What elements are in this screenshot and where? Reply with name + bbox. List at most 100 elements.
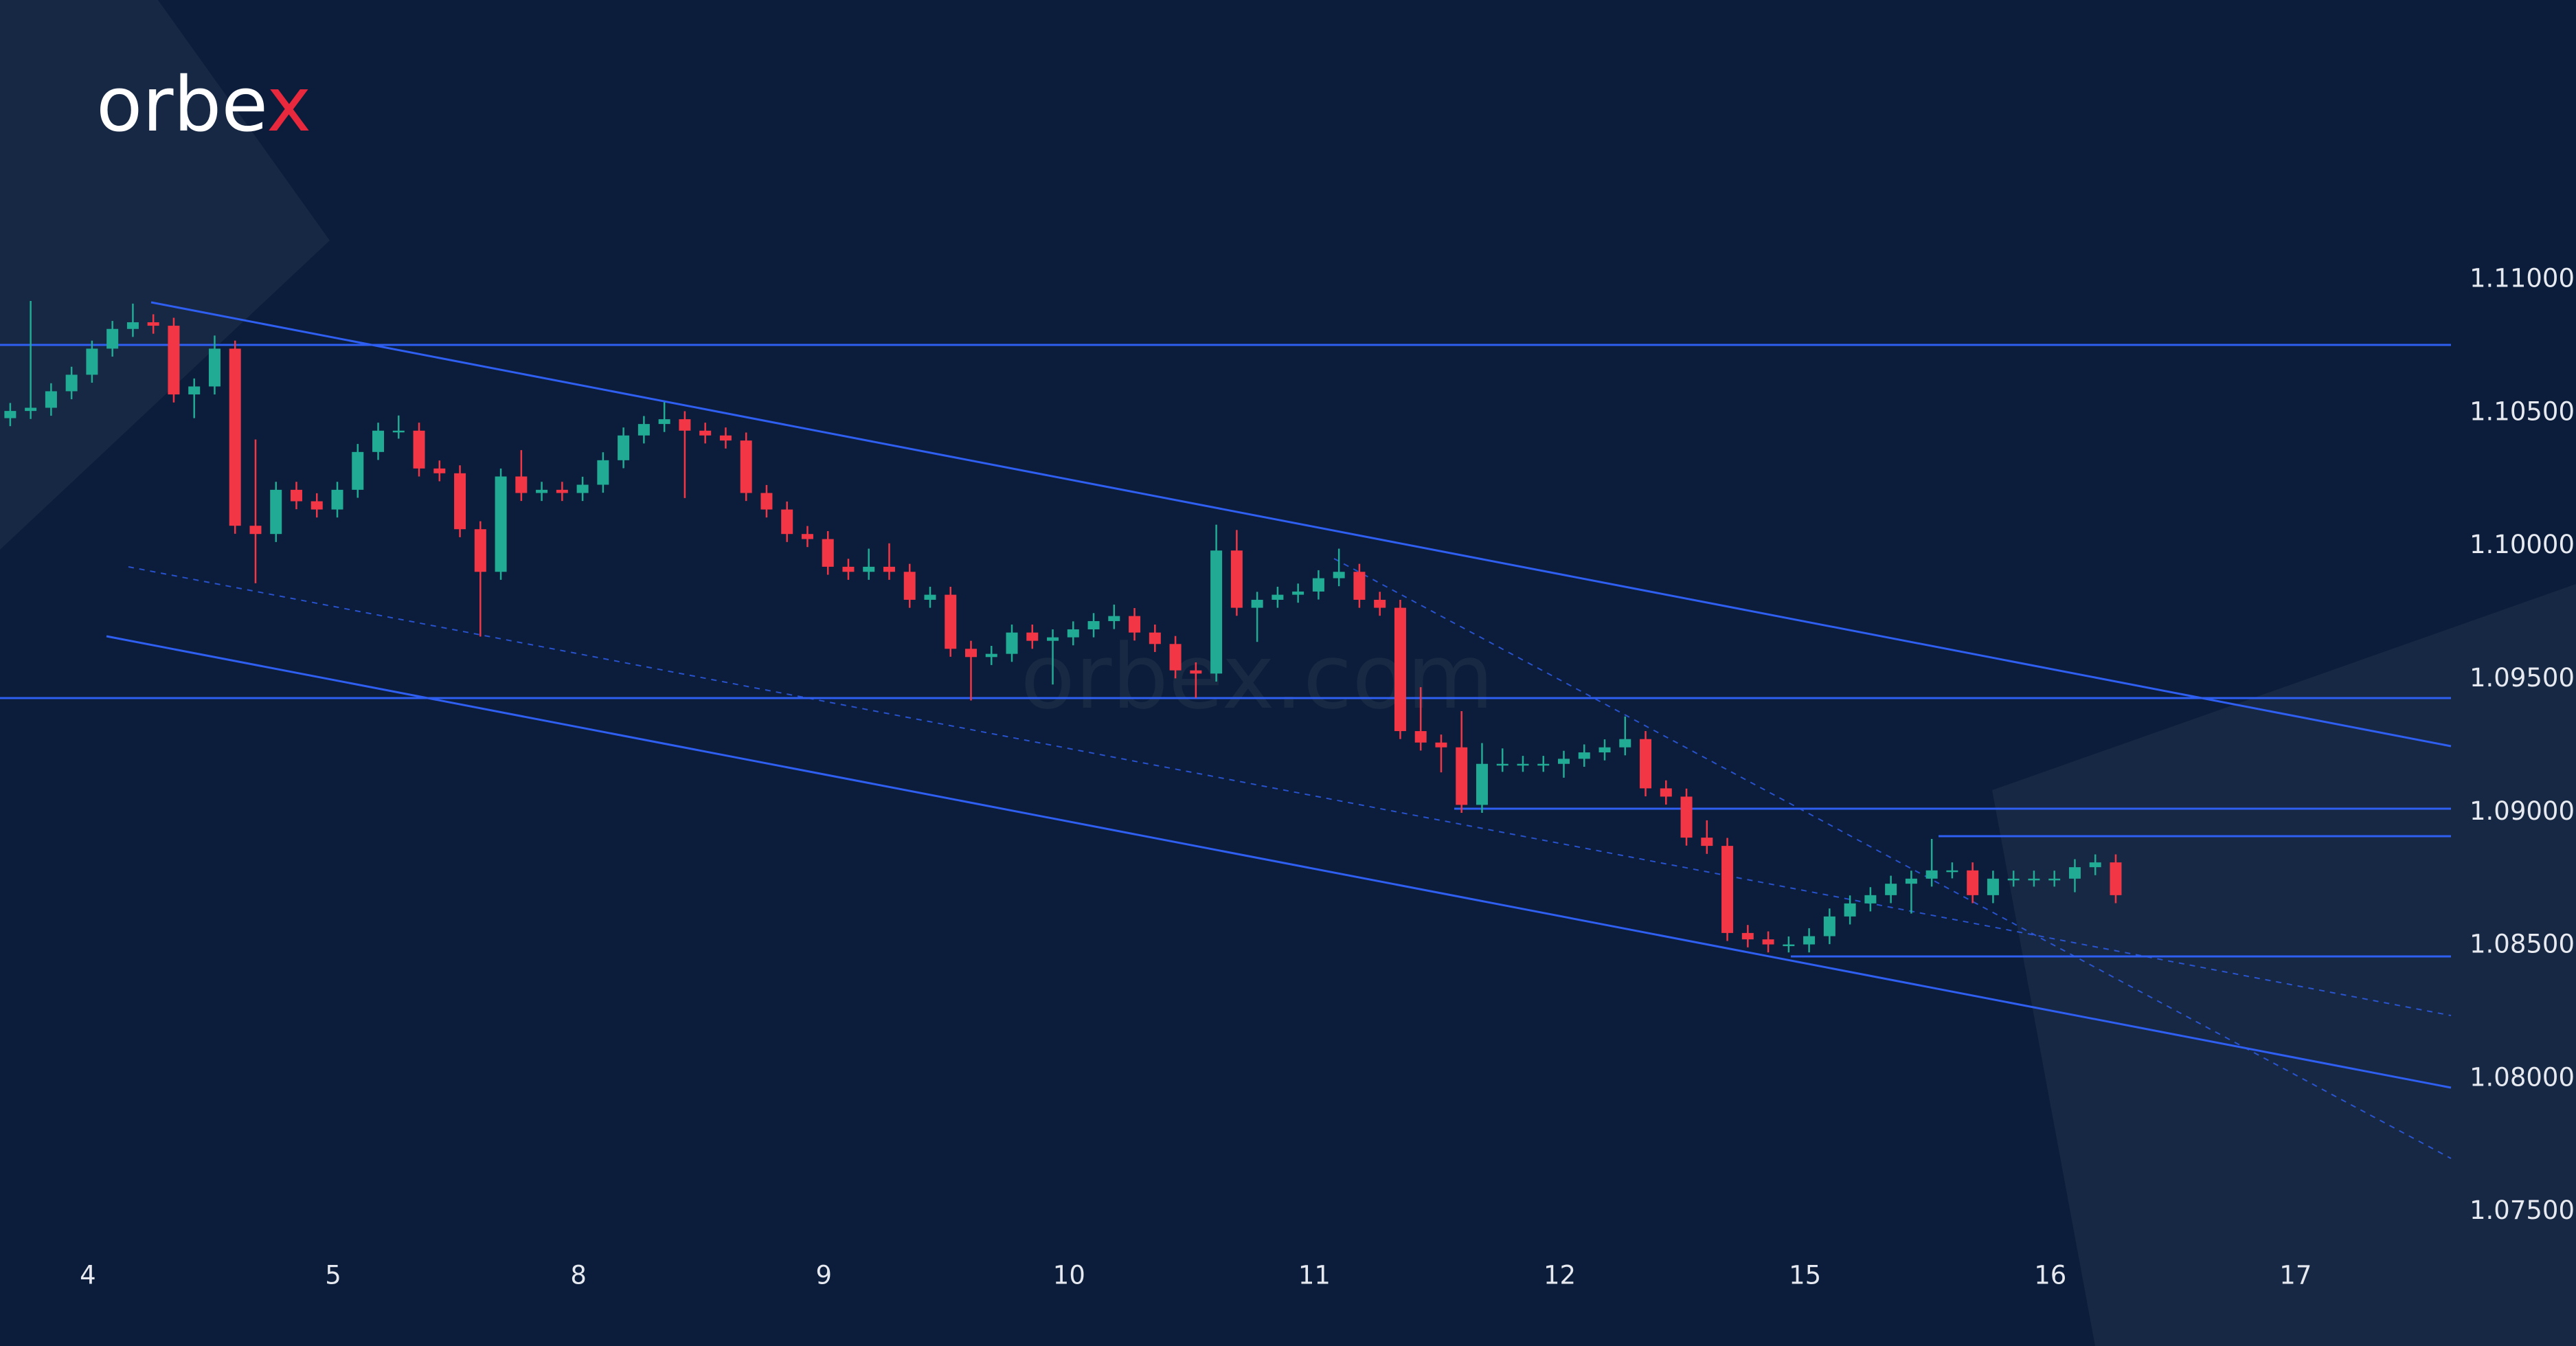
candle-body	[65, 374, 78, 392]
candle-body	[1435, 742, 1447, 748]
candle-body	[1087, 620, 1100, 629]
x-tick-label: 12	[1544, 1261, 1576, 1290]
y-tick-label: 1.10500	[2470, 396, 2575, 426]
candle-body	[4, 411, 16, 418]
candle-body	[208, 348, 221, 387]
y-tick-label: 1.08500	[2470, 930, 2575, 959]
x-tick-label: 9	[815, 1261, 832, 1290]
candle-body	[515, 476, 528, 493]
candle-body	[1108, 616, 1120, 621]
candle-body	[290, 489, 302, 502]
candle-body	[2110, 862, 2122, 895]
candle-body	[1394, 607, 1406, 732]
candle-body	[270, 489, 282, 535]
candle-body	[1844, 903, 1856, 917]
candle-body	[801, 534, 813, 539]
candle-body	[863, 566, 875, 572]
candle-body	[2048, 878, 2061, 881]
logo-accent: x	[267, 60, 311, 148]
candle-body	[1292, 591, 1304, 595]
channel-mid	[128, 566, 2452, 1016]
candle-body	[883, 566, 895, 572]
candle-body	[637, 424, 650, 436]
candle-body	[2068, 867, 2081, 879]
candle-body	[1905, 878, 1917, 884]
candle-body	[1578, 752, 1590, 759]
candle-body	[1803, 936, 1816, 945]
watermark: orbex.com	[1020, 625, 1493, 729]
candle-body	[679, 419, 691, 431]
candle-body	[1251, 599, 1263, 608]
y-tick-label: 1.09500	[2470, 663, 2575, 693]
candle-body	[1721, 846, 1734, 933]
candle-body	[1272, 594, 1284, 600]
candle-body	[1210, 550, 1223, 674]
candle-body	[1557, 759, 1570, 764]
candle-body	[1967, 870, 1979, 895]
candle-body	[1006, 632, 1018, 654]
candle-body	[1598, 747, 1611, 753]
candle-body	[536, 489, 548, 493]
candle-body	[1741, 932, 1754, 940]
x-tick-label: 15	[1789, 1261, 1821, 1290]
candle-body	[1047, 637, 1059, 641]
candle-body	[1312, 578, 1324, 592]
candle-body	[249, 526, 262, 535]
y-tick-label: 1.07500	[2470, 1196, 2575, 1225]
candle-body	[413, 430, 425, 469]
candle-body	[1885, 884, 1897, 895]
candle-body	[760, 493, 773, 510]
candle-body	[1640, 739, 1652, 789]
candle-body	[106, 328, 119, 349]
candle-body	[576, 484, 589, 493]
x-tick-label: 10	[1053, 1261, 1085, 1290]
candle-body	[454, 473, 466, 530]
candle-body	[2089, 862, 2101, 868]
candle-body	[433, 468, 446, 473]
candle-body	[842, 566, 855, 572]
candle-body	[1701, 838, 1713, 846]
candle-body	[556, 489, 568, 493]
candle-body	[86, 348, 98, 375]
candle-body	[168, 326, 180, 395]
channel-lower	[106, 635, 2452, 1089]
candle-body	[1026, 632, 1039, 641]
candle-body	[1925, 870, 1938, 879]
candle-body	[331, 489, 343, 510]
candle-body	[2007, 878, 2020, 881]
candle-body	[352, 451, 364, 490]
candle-body	[147, 322, 159, 326]
x-tick-label: 17	[2279, 1261, 2312, 1290]
x-tick-label: 4	[80, 1261, 96, 1290]
trend-dashed	[1333, 558, 2452, 1159]
candle-body	[2028, 878, 2040, 881]
candle-body	[1680, 796, 1693, 838]
candle-body	[1783, 944, 1795, 947]
candle-body	[1230, 550, 1243, 608]
candle-body	[1374, 599, 1386, 608]
candle-body	[719, 435, 732, 441]
candle-body	[658, 419, 670, 425]
logo-main: orbe	[96, 60, 267, 148]
candle-body	[699, 430, 712, 436]
candle-body	[310, 501, 323, 510]
x-tick-label: 8	[570, 1261, 587, 1290]
candle-body	[1987, 878, 1999, 895]
watermark-group: orbex.com	[1020, 625, 1493, 729]
candle-body	[1129, 616, 1141, 633]
candle-body	[1946, 870, 1958, 873]
candle-body	[25, 407, 37, 412]
candle-body	[392, 430, 405, 433]
channel-upper	[150, 301, 2452, 748]
candle-body	[1333, 572, 1345, 579]
candle-body	[1456, 747, 1468, 805]
candle-body	[740, 440, 752, 493]
y-tick-label: 1.09000	[2470, 796, 2575, 826]
candle-body	[1353, 572, 1366, 600]
annotations	[0, 301, 2452, 1159]
candle-body	[1169, 644, 1182, 671]
candle-body	[903, 572, 916, 600]
candle-body	[1496, 763, 1509, 766]
